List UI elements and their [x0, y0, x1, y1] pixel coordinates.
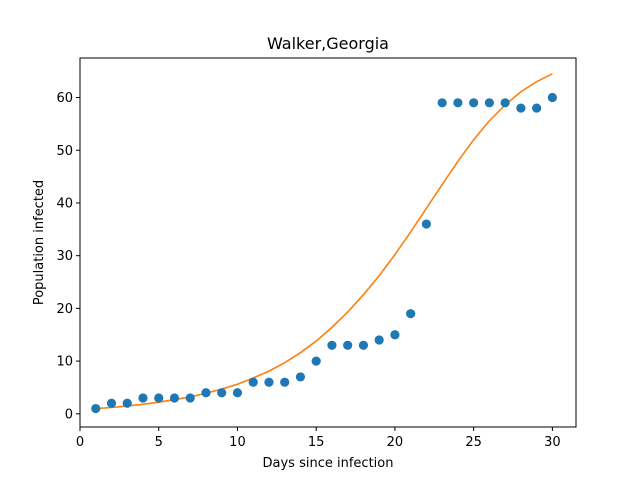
y-axis-label: Population infected: [32, 180, 47, 305]
data-point: [343, 340, 353, 350]
data-point: [516, 103, 526, 113]
data-point: [532, 103, 542, 113]
data-point: [484, 98, 494, 108]
x-tick-label: 15: [308, 435, 325, 450]
data-point: [295, 372, 306, 382]
data-point: [264, 377, 274, 387]
data-point: [169, 393, 180, 403]
plot-frame: [79, 57, 577, 428]
x-tick-label: 20: [387, 435, 404, 450]
data-point: [280, 377, 290, 387]
data-point: [327, 340, 337, 350]
data-point: [248, 377, 258, 387]
y-tick-label: 30: [56, 249, 73, 264]
axis-ticks: 0 5 10 15 20 25 30 0 10 20 30 40 50 60: [56, 91, 560, 450]
data-point: [469, 98, 479, 108]
data-point: [437, 98, 447, 108]
data-point: [500, 98, 510, 108]
x-tick-label: 30: [544, 435, 561, 450]
x-tick-label: 5: [155, 435, 163, 450]
data-point: [122, 398, 132, 408]
x-axis-label: Days since infection: [263, 456, 394, 471]
data-point: [406, 309, 416, 319]
x-tick-label: 10: [229, 435, 246, 450]
y-tick-label: 50: [56, 144, 73, 159]
data-point: [547, 92, 557, 103]
data-point: [311, 356, 321, 366]
data-point: [232, 388, 243, 398]
x-tick-label: 0: [76, 435, 84, 450]
data-point: [217, 388, 227, 398]
x-tick-label: 25: [465, 435, 482, 450]
data-point: [106, 398, 117, 408]
data-point: [358, 340, 369, 350]
data-point: [453, 98, 463, 108]
y-tick-label: 20: [56, 302, 73, 317]
y-tick-label: 60: [56, 91, 73, 106]
data-point: [390, 330, 400, 340]
y-tick-label: 10: [56, 355, 73, 370]
data-point: [154, 393, 164, 403]
data-point: [91, 403, 101, 414]
data-point: [374, 335, 384, 345]
data-point: [185, 393, 195, 403]
data-point: [421, 219, 432, 229]
data-point: [138, 393, 148, 403]
y-tick-label: 40: [56, 196, 73, 211]
data-point: [201, 388, 211, 398]
plot-area: [80, 58, 576, 427]
y-tick-label: 0: [65, 407, 73, 422]
chart-title: Walker,Georgia: [267, 34, 389, 53]
chart-marks: [91, 73, 557, 414]
